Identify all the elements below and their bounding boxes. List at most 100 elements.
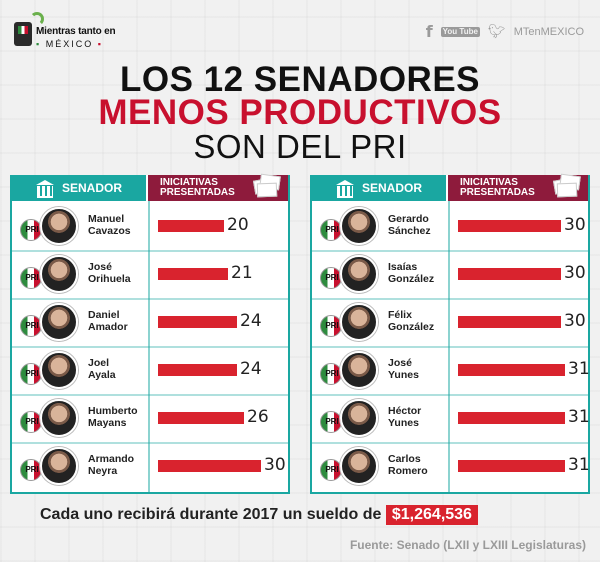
pri-party-icon: PRI — [320, 315, 342, 337]
senator-last-name: Ayala — [88, 369, 116, 381]
initiatives-value: 31 — [568, 455, 590, 475]
senator-name: Armando Neyra — [88, 453, 134, 477]
pri-party-icon: PRI — [320, 219, 342, 241]
logo-line2: ▪ MÉXICO ▪ — [36, 39, 103, 49]
pri-party-label: PRI — [325, 369, 339, 378]
initiatives-value: 24 — [240, 359, 262, 379]
initiatives-value: 26 — [247, 407, 269, 427]
senator-first-name: Joel — [88, 357, 110, 369]
header: Mientras tanto en ▪ MÉXICO ▪ f You Tube … — [0, 0, 600, 60]
source-note: Fuente: Senado (LXII y LXIII Legislatura… — [349, 538, 586, 552]
senator-name: Joel Ayala — [88, 357, 116, 381]
column-divider — [448, 201, 450, 492]
senador-label: SENADOR — [361, 181, 422, 195]
row-separator — [12, 250, 288, 252]
row-separator — [12, 346, 288, 348]
senator-name: José Yunes — [388, 357, 419, 381]
table-row: PRI Félix González 30 — [312, 299, 588, 345]
senator-first-name: José — [388, 357, 412, 369]
salary-text: Cada uno recibirá durante 2017 un sueldo… — [40, 506, 382, 523]
table-row: PRI Gerardo Sánchez 30 — [312, 203, 588, 249]
senator-last-name: Orihuela — [88, 273, 131, 285]
brand-logo: Mientras tanto en ▪ MÉXICO ▪ — [14, 12, 124, 54]
table-row: PRI Daniel Amador 24 — [12, 299, 288, 345]
title-line1: LOS 12 SENADORES — [119, 60, 481, 99]
senator-photo — [40, 303, 78, 341]
initiatives-value: 30 — [264, 455, 286, 475]
senator-photo — [40, 207, 78, 245]
logo-line1: Mientras tanto en — [36, 26, 116, 37]
senator-photo — [40, 351, 78, 389]
logo-phone-icon — [14, 22, 32, 46]
table-row: PRI Armando Neyra 30 — [12, 443, 288, 489]
row-separator — [12, 298, 288, 300]
senator-name: Humberto Mayans — [88, 405, 138, 429]
senate-building-icon — [35, 180, 54, 198]
senator-first-name: José — [88, 261, 112, 273]
senator-name: José Orihuela — [88, 261, 131, 285]
initiatives-bar — [158, 364, 237, 376]
logo-signal-icon — [30, 12, 44, 26]
table-row: PRI Manuel Cavazos 20 — [12, 203, 288, 249]
iniciativas-column-header: INICIATIVAS PRESENTADAS — [448, 173, 588, 201]
pri-party-label: PRI — [25, 225, 39, 234]
pri-party-icon: PRI — [320, 459, 342, 481]
senator-name: Félix González — [388, 309, 434, 333]
pri-party-label: PRI — [325, 417, 339, 426]
senator-photo — [340, 303, 378, 341]
title-line3: SON DEL PRI — [193, 128, 407, 165]
twitter-icon[interactable]: 🐦︎ — [487, 23, 506, 39]
social-links: f You Tube 🐦︎ MTenMEXICO — [426, 22, 584, 41]
youtube-icon[interactable]: You Tube — [440, 26, 480, 37]
senator-name: Héctor Yunes — [388, 405, 421, 429]
pri-party-label: PRI — [325, 321, 339, 330]
row-separator — [312, 442, 588, 444]
pri-party-label: PRI — [325, 273, 339, 282]
initiatives-bar — [458, 316, 561, 328]
senator-first-name: Armando — [88, 453, 135, 465]
social-handle: MTenMEXICO — [513, 25, 584, 38]
table-row: PRI Humberto Mayans 26 — [12, 395, 288, 441]
iniciativas-column-header: INICIATIVAS PRESENTADAS — [148, 173, 288, 201]
initiatives-bar — [458, 412, 565, 424]
senator-last-name: Romero — [388, 465, 428, 477]
senator-photo — [340, 399, 378, 437]
row-separator — [312, 394, 588, 396]
pri-party-icon: PRI — [20, 411, 42, 433]
table-header: SENADOR INICIATIVAS PRESENTADAS — [312, 173, 588, 201]
senator-first-name: Manuel — [88, 213, 125, 225]
pri-party-icon: PRI — [320, 363, 342, 385]
initiatives-bar — [458, 220, 561, 232]
senators-table-right: SENADOR INICIATIVAS PRESENTADAS PRI Gerar… — [310, 173, 590, 494]
senator-last-name: González — [388, 273, 435, 285]
senador-column-header: SENADOR — [12, 175, 146, 201]
initiatives-bar — [458, 364, 565, 376]
senator-name: Daniel Amador — [88, 309, 128, 333]
senator-last-name: González — [388, 321, 435, 333]
pri-party-label: PRI — [25, 369, 39, 378]
senator-first-name: Carlos — [388, 453, 421, 465]
initiatives-value: 30 — [564, 215, 586, 235]
row-separator — [312, 346, 588, 348]
pri-party-label: PRI — [25, 273, 39, 282]
pri-party-label: PRI — [25, 321, 39, 330]
senator-photo — [40, 255, 78, 293]
table-row: PRI Joel Ayala 24 — [12, 347, 288, 393]
initiatives-value: 21 — [231, 263, 253, 283]
senator-photo — [340, 447, 378, 485]
senator-photo — [340, 351, 378, 389]
senator-name: Manuel Cavazos — [88, 213, 131, 237]
senator-first-name: Humberto — [88, 405, 138, 417]
initiatives-bar — [158, 220, 224, 232]
row-separator — [12, 394, 288, 396]
pri-party-icon: PRI — [320, 411, 342, 433]
facebook-icon[interactable]: f — [425, 22, 433, 41]
initiatives-bar — [158, 460, 261, 472]
title-line2: MENOS PRODUCTIVOS — [98, 93, 502, 132]
senators-table-left: SENADOR INICIATIVAS PRESENTADAS PRI Manue… — [10, 173, 290, 494]
senator-first-name: Daniel — [88, 309, 120, 321]
senator-last-name: Amador — [88, 321, 128, 333]
pri-party-label: PRI — [325, 465, 339, 474]
initiatives-value: 24 — [240, 311, 262, 331]
senator-first-name: Isaías — [388, 261, 418, 273]
